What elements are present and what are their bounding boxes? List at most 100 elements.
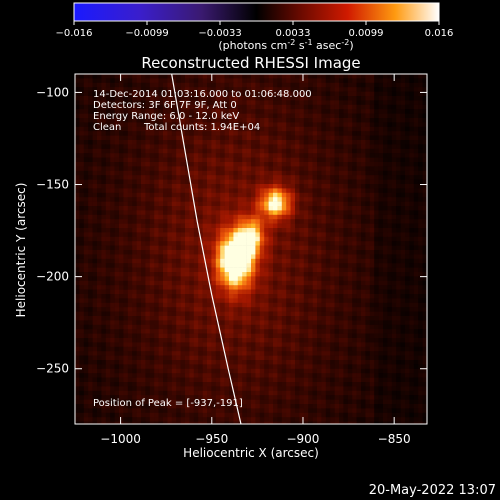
heatmap-cell	[391, 96, 397, 101]
heatmap-cell	[242, 175, 247, 180]
heatmap-cell	[83, 104, 89, 110]
heatmap-cell	[369, 338, 375, 343]
heatmap-cell	[308, 223, 313, 229]
heatmap-cell	[264, 219, 269, 224]
heatmap-cell	[224, 166, 230, 172]
heatmap-cell	[365, 280, 371, 286]
heatmap-cell	[180, 320, 186, 326]
heatmap-cell	[132, 219, 137, 224]
heatmap-cell	[317, 307, 322, 312]
heatmap-cell	[361, 338, 366, 343]
heatmap-cell	[268, 258, 274, 264]
heatmap-cell	[83, 324, 89, 330]
heatmap-cell	[281, 250, 287, 255]
heatmap-cell	[110, 109, 115, 114]
heatmap-cell	[114, 232, 120, 238]
heatmap-cell	[264, 245, 269, 251]
heatmap-cell	[79, 122, 85, 128]
heatmap-cell	[167, 87, 173, 92]
heatmap-cell	[268, 144, 274, 150]
heatmap-cell	[220, 188, 225, 194]
heatmap-cell	[387, 96, 393, 101]
heatmap-cell	[141, 157, 146, 163]
heatmap-cell	[171, 162, 177, 167]
heatmap-cell	[180, 175, 186, 180]
heatmap-cell	[75, 219, 80, 224]
heatmap-cell	[391, 219, 397, 224]
heatmap-cell	[330, 91, 335, 97]
heatmap-cell	[400, 294, 406, 299]
heatmap-cell	[198, 100, 203, 106]
heatmap-cell	[303, 109, 309, 114]
heatmap-cell	[92, 219, 98, 224]
heatmap-cell	[119, 276, 124, 282]
heatmap-cell	[136, 245, 142, 251]
heatmap-cell	[88, 144, 93, 150]
heatmap-cell	[193, 144, 199, 150]
heatmap-cell	[136, 157, 142, 163]
heatmap-cell	[418, 201, 423, 207]
heatmap-cell	[185, 166, 190, 172]
heatmap-cell	[391, 135, 397, 141]
heatmap-cell	[369, 74, 375, 79]
heatmap-cell	[290, 280, 296, 286]
heatmap-cell	[145, 228, 151, 233]
heatmap-cell	[237, 228, 243, 233]
heatmap-cell	[83, 302, 89, 308]
heatmap-cell	[396, 96, 401, 101]
heatmap-cell	[356, 245, 362, 251]
heatmap-cell	[141, 276, 146, 282]
heatmap-cell	[207, 118, 212, 123]
heatmap-cell	[391, 126, 397, 132]
heatmap-cell	[422, 250, 427, 255]
heatmap-cell	[233, 144, 239, 150]
heatmap-cell	[418, 96, 423, 101]
heatmap-cell	[101, 206, 107, 211]
heatmap-cell	[215, 135, 221, 141]
heatmap-cell	[290, 74, 296, 79]
heatmap-cell	[290, 91, 296, 97]
heatmap-cell	[273, 232, 278, 238]
heatmap-cell	[237, 82, 243, 88]
heatmap-cell	[202, 91, 208, 97]
heatmap-cell	[233, 201, 239, 207]
heatmap-cell	[378, 250, 384, 255]
heatmap-cell	[185, 192, 190, 198]
heatmap-cell	[119, 74, 124, 79]
heatmap-cell	[242, 153, 247, 158]
heatmap-cell	[127, 338, 133, 343]
heatmap-cell	[145, 78, 151, 84]
heatmap-cell	[75, 113, 80, 119]
heatmap-cell	[334, 245, 340, 251]
heatmap-cell	[383, 144, 388, 150]
heatmap-cell	[422, 228, 427, 233]
heatmap-cell	[352, 184, 357, 189]
heatmap-cell	[105, 210, 111, 216]
heatmap-cell	[215, 254, 221, 260]
heatmap-cell	[325, 135, 331, 141]
heatmap-cell	[75, 104, 80, 110]
heatmap-cell	[215, 162, 221, 167]
heatmap-cell	[198, 311, 203, 317]
heatmap-cell	[312, 78, 318, 84]
heatmap-cell	[251, 285, 256, 290]
heatmap-cell	[224, 223, 230, 229]
heatmap-cell	[295, 118, 300, 123]
heatmap-cell	[286, 192, 291, 198]
heatmap-cell	[312, 74, 318, 79]
heatmap-cell	[136, 241, 142, 246]
heatmap-cell	[171, 280, 177, 286]
heatmap-cell	[330, 166, 335, 172]
heatmap-cell	[79, 188, 85, 194]
heatmap-cell	[167, 140, 173, 145]
heatmap-cell	[312, 320, 318, 326]
heatmap-cell	[127, 329, 133, 334]
heatmap-cell	[246, 329, 252, 334]
heatmap-cell	[422, 302, 427, 308]
heatmap-cell	[299, 342, 305, 348]
heatmap-cell	[180, 179, 186, 185]
heatmap-cell	[343, 245, 349, 251]
heatmap-cell	[105, 311, 111, 317]
heatmap-cell	[251, 263, 256, 268]
heatmap-cell	[237, 307, 243, 312]
